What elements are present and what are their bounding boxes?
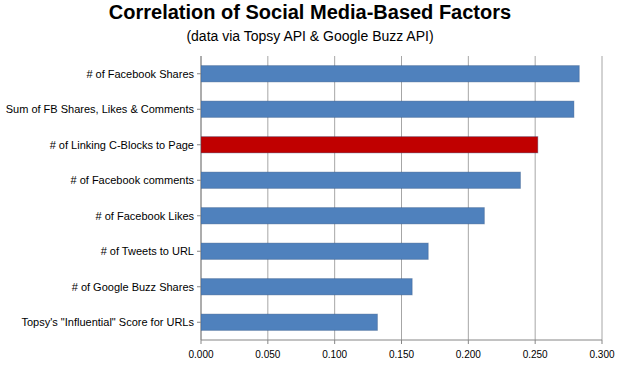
tick-mark <box>334 340 335 344</box>
grid-line <box>401 56 402 340</box>
tick-mark <box>535 340 536 344</box>
chart-container: Correlation of Social Media-Based Factor… <box>0 0 620 366</box>
tick-label: 0.050 <box>255 349 280 360</box>
bar <box>201 279 412 295</box>
tick-label: 0.000 <box>188 349 213 360</box>
subtitle: (data via Topsy API & Google Buzz API) <box>186 28 433 44</box>
grid-line <box>267 56 268 340</box>
value-axis <box>201 340 602 341</box>
category-labels: # of Facebook Shares Sum of FB Shares, Li… <box>6 68 201 329</box>
tick-mark <box>401 340 402 344</box>
title: Correlation of Social Media-Based Factor… <box>109 1 511 23</box>
bar <box>201 243 428 259</box>
bars <box>201 66 579 331</box>
category-tick <box>197 251 201 252</box>
category-label: # of Linking C-Blocks to Page <box>50 139 194 151</box>
category-label: Sum of FB Shares, Likes & Comments <box>6 103 195 115</box>
grid-line <box>468 56 469 340</box>
tick-label: 0.200 <box>456 349 481 360</box>
tick-mark <box>468 340 469 344</box>
category-tick <box>197 215 201 216</box>
category-label: # of Google Buzz Shares <box>72 281 195 293</box>
grid-line <box>334 56 335 340</box>
bar <box>201 208 484 224</box>
category-label: Topsy's "Influential" Score for URLs <box>21 316 194 328</box>
tick-mark <box>602 340 603 344</box>
bar <box>201 101 574 117</box>
tick-label: 0.300 <box>589 349 614 360</box>
tick-mark <box>201 340 202 344</box>
grid-line <box>535 56 536 340</box>
category-label: # of Facebook comments <box>70 174 194 186</box>
category-tick <box>197 286 201 287</box>
category-tick <box>197 144 201 145</box>
category-tick <box>197 180 201 181</box>
category-label: # of Tweets to URL <box>101 245 194 257</box>
bar <box>201 66 579 82</box>
category-label: # of Facebook Likes <box>96 210 195 222</box>
category-tick <box>197 322 201 323</box>
tick-label: 0.150 <box>389 349 414 360</box>
category-label: # of Facebook Shares <box>86 68 194 80</box>
tick-label: 0.250 <box>523 349 548 360</box>
bar <box>201 137 538 153</box>
grid: 0.000 0.050 0.100 0.150 0.200 0.250 0.300 <box>188 56 614 360</box>
tick-mark <box>267 340 268 344</box>
grid-line <box>201 56 202 340</box>
category-axis <box>201 56 202 340</box>
bar <box>201 172 520 188</box>
category-tick <box>197 73 201 74</box>
tick-label: 0.100 <box>322 349 347 360</box>
bar <box>201 314 377 330</box>
category-tick <box>197 109 201 110</box>
grid-line <box>602 56 603 340</box>
chart-svg: Correlation of Social Media-Based Factor… <box>0 0 620 366</box>
